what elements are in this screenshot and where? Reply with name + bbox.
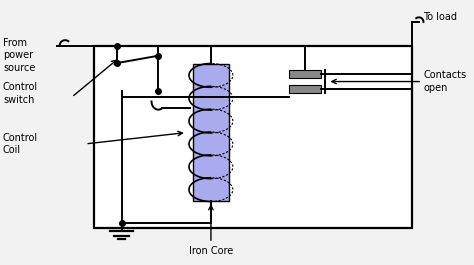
Text: From
power
source: From power source — [3, 38, 36, 73]
Bar — [192, 64, 229, 201]
Text: Control
switch: Control switch — [3, 82, 38, 105]
Text: To load: To load — [423, 12, 457, 22]
Bar — [289, 70, 320, 78]
Bar — [289, 85, 320, 93]
Text: Iron Core: Iron Core — [189, 246, 233, 256]
Text: Contacts
open: Contacts open — [423, 70, 466, 93]
Text: Control
Coil: Control Coil — [3, 133, 38, 155]
Bar — [94, 46, 412, 228]
